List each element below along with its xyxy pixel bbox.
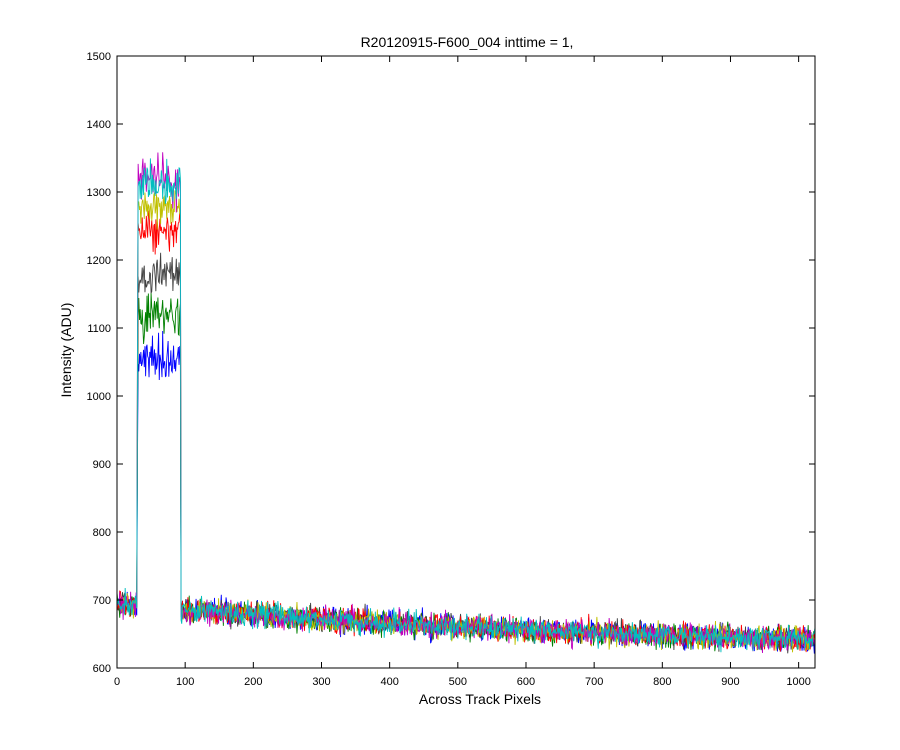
x-tick-label: 100 [176,676,194,688]
plot-area: 0 100 200 300 400 500 600 700 800 900 1000 600 700 80… [87,51,816,688]
y-tick-label: 1000 [87,391,111,403]
x-tick-label: 200 [244,676,262,688]
y-tick-label: 1200 [87,255,111,267]
y-tick-label: 1400 [87,119,111,131]
y-tick-label: 1500 [87,51,111,63]
x-tick-label: 1000 [786,676,810,688]
x-tick-label: 900 [721,676,739,688]
series-layer [117,152,815,654]
x-tick-label: 800 [653,676,671,688]
x-tick-label: 600 [517,676,535,688]
y-tick-label: 700 [93,595,111,607]
x-tick-label: 400 [380,676,398,688]
x-tick-label: 700 [585,676,603,688]
x-tick-label: 500 [449,676,467,688]
y-tick-label: 600 [93,663,111,675]
y-tick-label: 900 [93,459,111,471]
ticks-layer: 0 100 200 300 400 500 600 700 800 900 1000 600 700 80… [87,51,815,688]
series-line-7 [117,158,815,653]
y-tick-label: 800 [93,527,111,539]
y-axis-title: Intensity (ADU) [58,303,74,398]
y-tick-label: 1100 [87,323,111,335]
axes-background [117,56,815,668]
axes-box [116,55,816,669]
x-tick-label: 300 [312,676,330,688]
x-tick-label: 0 [114,676,120,688]
y-tick-label: 1300 [87,187,111,199]
x-axis-title: Across Track Pixels [419,691,541,707]
chart-title: R20120915-F600_004 inttime = 1, [361,34,574,50]
